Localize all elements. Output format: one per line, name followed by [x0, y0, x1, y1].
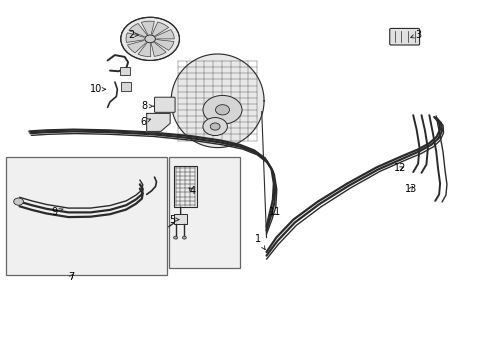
Text: 2: 2: [128, 30, 138, 40]
Bar: [173, 166, 197, 207]
Circle shape: [14, 198, 23, 205]
Circle shape: [203, 95, 242, 124]
Polygon shape: [126, 33, 144, 42]
Circle shape: [203, 117, 227, 136]
Polygon shape: [171, 54, 264, 148]
Polygon shape: [146, 113, 170, 131]
Polygon shape: [141, 21, 154, 35]
Circle shape: [173, 236, 177, 239]
Text: 5: 5: [169, 215, 179, 225]
Polygon shape: [129, 23, 146, 37]
Bar: [6, 157, 167, 275]
Text: 3: 3: [410, 30, 420, 40]
Polygon shape: [138, 43, 150, 57]
Text: 7: 7: [68, 272, 74, 282]
Text: 1: 1: [255, 234, 264, 249]
FancyBboxPatch shape: [389, 28, 419, 45]
Circle shape: [210, 123, 220, 130]
Polygon shape: [155, 30, 174, 39]
Circle shape: [182, 236, 186, 239]
Text: 6: 6: [141, 117, 150, 127]
Circle shape: [215, 105, 229, 115]
Circle shape: [121, 17, 179, 60]
Polygon shape: [151, 42, 166, 56]
Bar: [121, 82, 131, 91]
Text: 8: 8: [142, 101, 153, 111]
Polygon shape: [152, 22, 168, 36]
Text: 11: 11: [268, 207, 281, 217]
Text: 4: 4: [189, 186, 195, 196]
Text: 9: 9: [52, 207, 63, 217]
Polygon shape: [155, 40, 174, 50]
FancyBboxPatch shape: [154, 97, 175, 112]
Text: 12: 12: [393, 163, 406, 174]
Polygon shape: [127, 41, 146, 53]
Text: 10: 10: [89, 84, 105, 94]
Bar: [168, 157, 239, 268]
Bar: [120, 67, 129, 75]
Bar: [173, 214, 187, 224]
Text: 13: 13: [404, 184, 416, 194]
Circle shape: [144, 35, 155, 43]
